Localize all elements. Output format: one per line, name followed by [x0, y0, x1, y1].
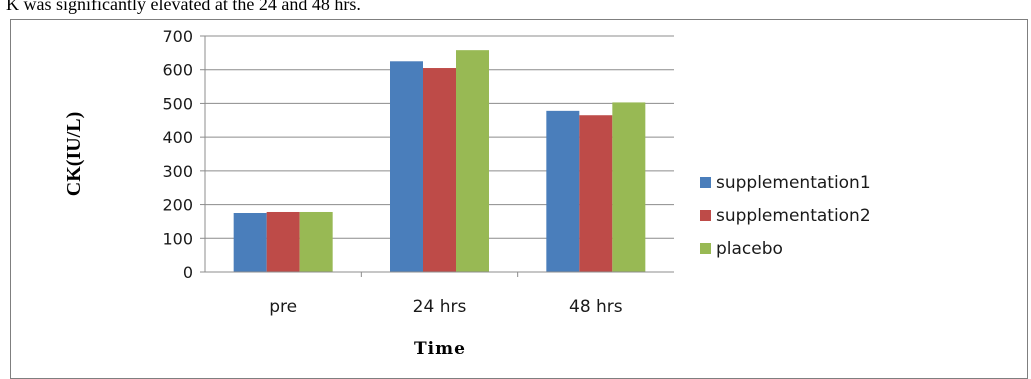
axes-group: 0 100 200 300 400 500 600 700 pre 24 hrs 48 hrs: [162, 27, 674, 317]
y-tick-label: 700: [162, 27, 193, 46]
caption-text: K was significantly elevated at the 24 a…: [6, 0, 361, 14]
y-tick-label: 100: [162, 229, 193, 248]
bar-supplementation1-48-hrs: [546, 110, 580, 273]
chart-frame: [10, 19, 1028, 379]
bar-supplementation1-24-hrs: [390, 61, 423, 273]
legend-label-placebo: placebo: [716, 239, 783, 259]
bar-supplementation2-24-hrs: [423, 68, 456, 273]
y-tick-label: 500: [162, 94, 193, 113]
y-tick-label: 600: [162, 61, 193, 80]
y-tick-label: 200: [162, 196, 193, 215]
bar-supplementation2-pre: [266, 211, 300, 272]
y-tick-label: 0: [183, 263, 193, 282]
y-tick-label: 400: [162, 128, 193, 147]
y-tick-label: 300: [162, 162, 193, 181]
bars-group: [233, 50, 646, 273]
y-axis-label: CK(IU/L): [63, 112, 85, 196]
legend-swatch-supplementation2: [700, 210, 711, 221]
legend-swatch-supplementation1: [700, 177, 711, 188]
bar-supplementation1-pre: [233, 213, 267, 272]
x-tick-label: 24 hrs: [413, 297, 467, 317]
x-tick-label: 48 hrs: [569, 297, 623, 317]
x-axis-label: Time: [414, 339, 466, 359]
legend: supplementation1 supplementation2 placebo: [700, 173, 871, 259]
bar-placebo-24-hrs: [456, 50, 489, 272]
legend-label-supplementation2: supplementation2: [716, 206, 871, 226]
legend-label-supplementation1: supplementation1: [716, 173, 871, 193]
bar-supplementation2-48-hrs: [579, 115, 613, 272]
x-tick-label: pre: [269, 297, 297, 317]
bar-placebo-48-hrs: [612, 102, 646, 272]
legend-swatch-placebo: [700, 243, 711, 254]
bar-placebo-pre: [299, 211, 333, 272]
